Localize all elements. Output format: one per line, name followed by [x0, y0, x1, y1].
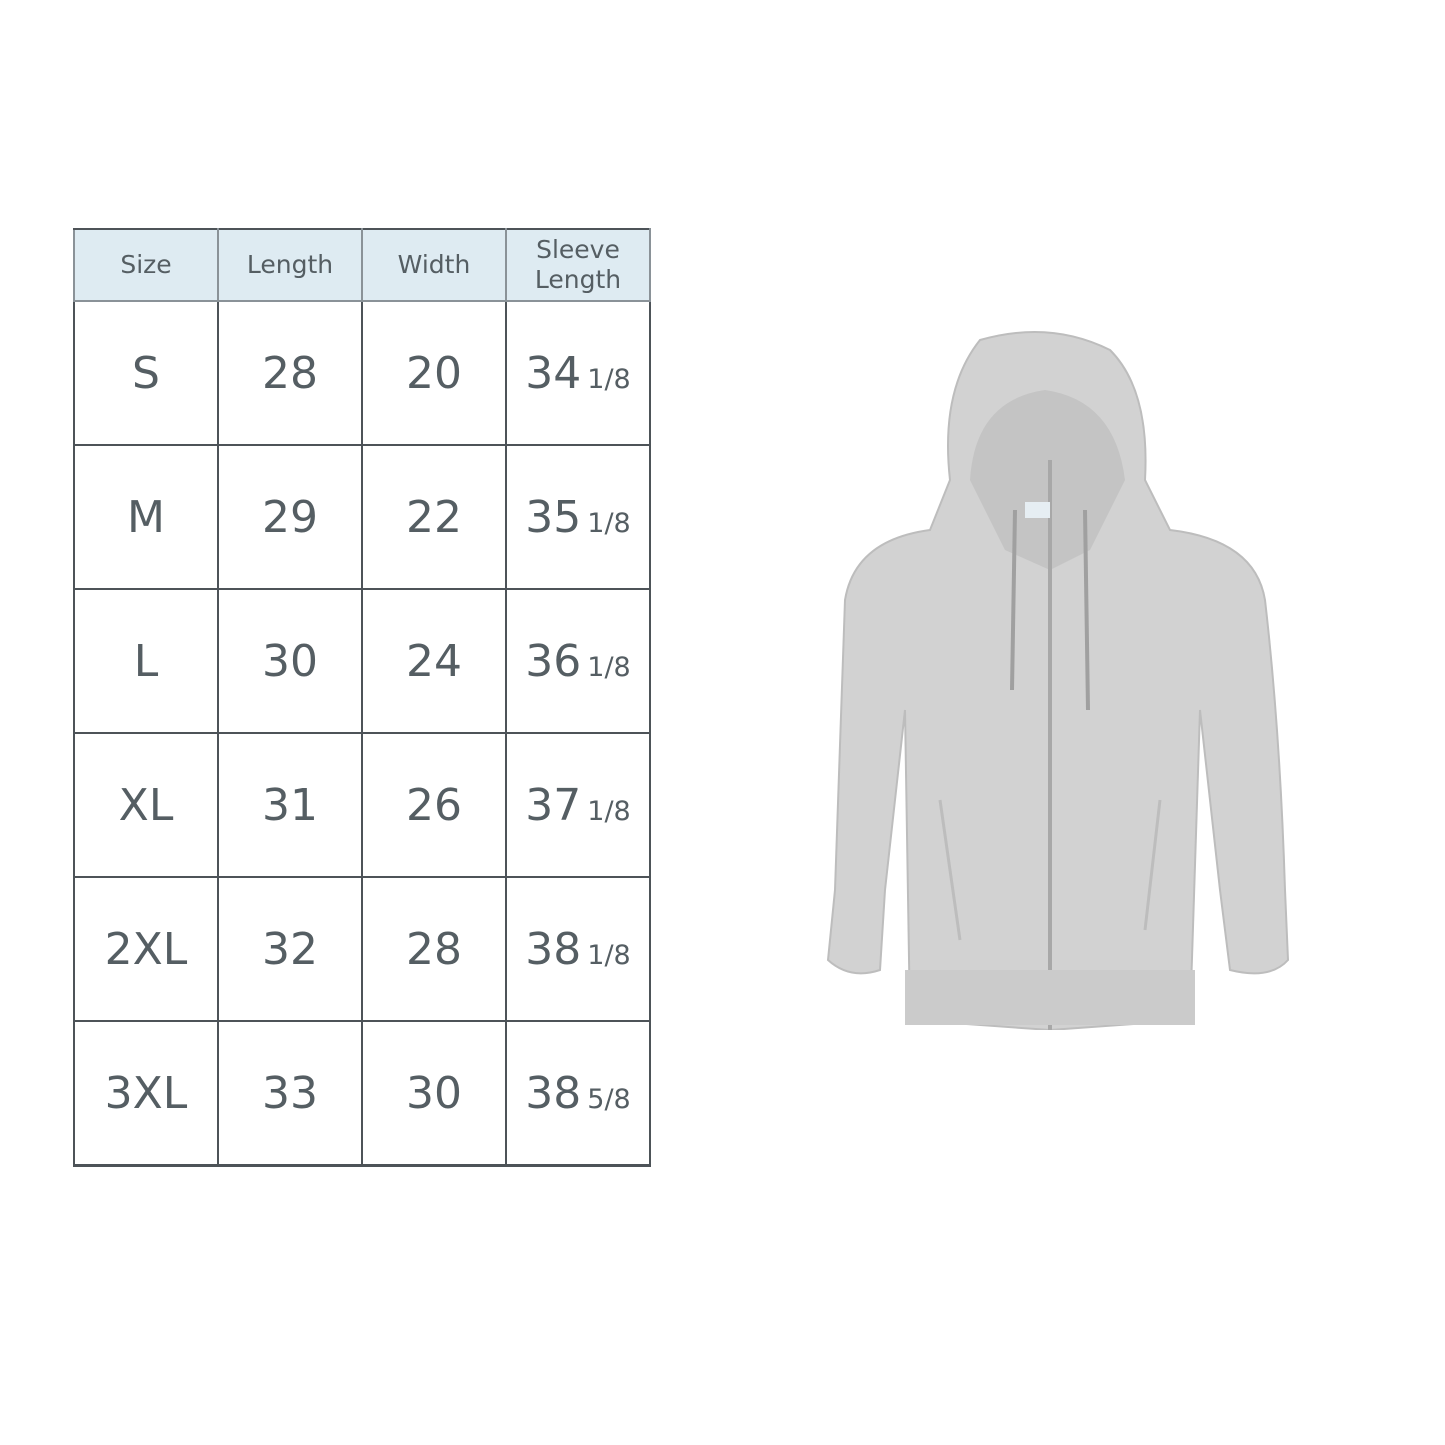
hoodie-image [826, 331, 1290, 1030]
cell-sleeve: 36 1/8 [505, 588, 651, 734]
cell-length: 28 [217, 300, 363, 446]
sleeve-fraction: 5/8 [587, 1083, 631, 1115]
table-row: XL 31 26 37 1/8 [73, 732, 651, 878]
size-chart-table: Size Length Width Sleeve Length S 28 20 34 1… [73, 228, 651, 1167]
table-row: M 29 22 35 1/8 [73, 444, 651, 590]
cell-length: 31 [217, 732, 363, 878]
cell-length: 32 [217, 876, 363, 1022]
cell-sleeve: 38 5/8 [505, 1020, 651, 1167]
table-row: 3XL 33 30 38 5/8 [73, 1020, 651, 1167]
sleeve-fraction: 1/8 [587, 795, 631, 827]
cell-length: 30 [217, 588, 363, 734]
cell-size: XL [73, 732, 219, 878]
header-width: Width [361, 228, 507, 302]
cell-width: 28 [361, 876, 507, 1022]
cell-sleeve: 34 1/8 [505, 300, 651, 446]
cell-length: 33 [217, 1020, 363, 1167]
cell-width: 24 [361, 588, 507, 734]
sleeve-fraction: 1/8 [587, 363, 631, 395]
cell-width: 30 [361, 1020, 507, 1167]
table-row: L 30 24 36 1/8 [73, 588, 651, 734]
cell-size: L [73, 588, 219, 734]
sleeve-whole: 34 [525, 347, 582, 399]
sleeve-whole: 37 [525, 779, 582, 831]
sleeve-fraction: 1/8 [587, 939, 631, 971]
sleeve-whole: 36 [525, 635, 582, 687]
sleeve-whole: 35 [525, 491, 582, 543]
cell-width: 26 [361, 732, 507, 878]
cell-sleeve: 37 1/8 [505, 732, 651, 878]
header-sleeve-length: Sleeve Length [505, 228, 651, 302]
table-row: S 28 20 34 1/8 [73, 300, 651, 446]
sleeve-fraction: 1/8 [587, 507, 631, 539]
header-row: Size Length Width Sleeve Length [73, 228, 651, 302]
cell-width: 20 [361, 300, 507, 446]
table-row: 2XL 32 28 38 1/8 [73, 876, 651, 1022]
cell-size: 2XL [73, 876, 219, 1022]
sleeve-whole: 38 [525, 1067, 582, 1119]
sleeve-whole: 38 [525, 923, 582, 975]
sleeve-fraction: 1/8 [587, 651, 631, 683]
cell-size: M [73, 444, 219, 590]
cell-size: S [73, 300, 219, 446]
header-length: Length [217, 228, 363, 302]
cell-sleeve: 35 1/8 [505, 444, 651, 590]
cell-width: 22 [361, 444, 507, 590]
cell-sleeve: 38 1/8 [505, 876, 651, 1022]
cell-length: 29 [217, 444, 363, 590]
cell-size: 3XL [73, 1020, 219, 1167]
header-size: Size [73, 228, 219, 302]
